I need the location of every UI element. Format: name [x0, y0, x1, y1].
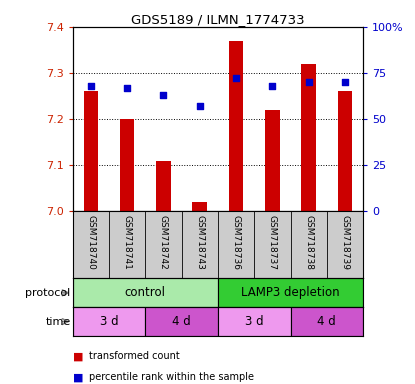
- Point: [160, 92, 167, 98]
- Bar: [83, 91, 98, 211]
- Bar: [120, 119, 134, 211]
- Bar: [218, 307, 290, 336]
- Text: GSM718737: GSM718737: [268, 215, 277, 270]
- Point: [124, 84, 130, 91]
- Bar: [193, 202, 207, 211]
- Text: GSM718742: GSM718742: [159, 215, 168, 269]
- Text: GSM718740: GSM718740: [86, 215, 95, 270]
- Text: 4 d: 4 d: [172, 315, 191, 328]
- Bar: [73, 307, 145, 336]
- Bar: [338, 91, 352, 211]
- Bar: [156, 161, 171, 211]
- Text: 3 d: 3 d: [245, 315, 264, 328]
- Text: GSM718738: GSM718738: [304, 215, 313, 270]
- Point: [342, 79, 348, 85]
- Text: time: time: [45, 316, 71, 327]
- Point: [196, 103, 203, 109]
- Text: LAMP3 depletion: LAMP3 depletion: [241, 286, 340, 299]
- Bar: [290, 307, 363, 336]
- Text: transformed count: transformed count: [89, 351, 180, 361]
- Bar: [301, 64, 316, 211]
- Text: 3 d: 3 d: [100, 315, 118, 328]
- Text: 4 d: 4 d: [317, 315, 336, 328]
- Text: GSM718739: GSM718739: [340, 215, 349, 270]
- Point: [305, 79, 312, 85]
- Bar: [218, 278, 363, 307]
- Bar: [229, 41, 243, 211]
- Text: ■: ■: [73, 351, 83, 361]
- Bar: [145, 307, 218, 336]
- Bar: [73, 278, 218, 307]
- Text: ■: ■: [73, 372, 83, 382]
- Text: control: control: [125, 286, 166, 299]
- Point: [88, 83, 94, 89]
- Point: [233, 75, 239, 81]
- Bar: [265, 110, 280, 211]
- Text: GSM718741: GSM718741: [122, 215, 132, 270]
- Text: protocol: protocol: [25, 288, 71, 298]
- Point: [269, 83, 276, 89]
- Text: percentile rank within the sample: percentile rank within the sample: [89, 372, 254, 382]
- Text: GSM718736: GSM718736: [232, 215, 241, 270]
- Text: GSM718743: GSM718743: [195, 215, 204, 270]
- Title: GDS5189 / ILMN_1774733: GDS5189 / ILMN_1774733: [131, 13, 305, 26]
